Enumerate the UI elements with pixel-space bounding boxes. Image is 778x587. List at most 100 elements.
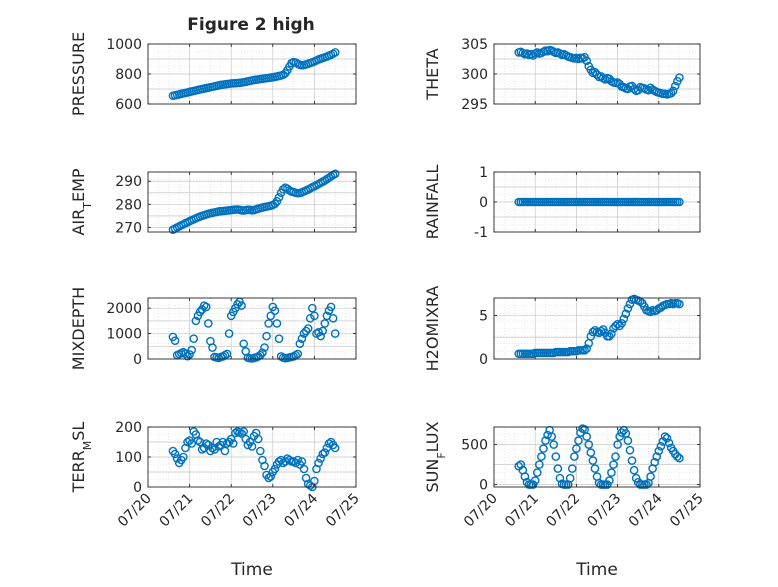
subplot-rainfall: -1 0 1 RAINFALL <box>423 165 701 241</box>
data-point <box>675 299 684 309</box>
y-tick-label: 300 <box>461 67 488 83</box>
x-tick-label: 07/21 <box>502 491 542 531</box>
data-point <box>666 88 676 98</box>
data-point <box>605 476 614 485</box>
y-axis-label: H2OMIXRA <box>423 286 442 372</box>
data-point <box>295 339 305 349</box>
data-point <box>644 85 653 95</box>
data-point <box>670 81 680 91</box>
data-point <box>607 329 616 339</box>
data-point <box>586 448 596 457</box>
data-point <box>675 453 684 463</box>
data-point <box>301 326 311 336</box>
data-point <box>179 452 188 462</box>
data-point <box>226 434 236 444</box>
data-point <box>297 334 307 343</box>
y-tick-label: 0 <box>479 478 488 494</box>
data-point <box>293 455 303 465</box>
axes-box <box>147 297 357 360</box>
data-point <box>201 439 211 448</box>
data-point <box>330 329 340 338</box>
data-point <box>278 185 288 194</box>
data-point <box>187 345 196 355</box>
data-point <box>617 318 627 328</box>
data-point <box>233 300 242 309</box>
data-point <box>607 468 616 477</box>
data-point <box>580 345 589 355</box>
subplot-sun-flux: 0 500 SUNFLUX 07/20 07/21 07/22 07/23 07/24 07/2… <box>423 421 707 580</box>
data-point <box>193 436 203 445</box>
data-point <box>247 442 257 451</box>
data-point <box>303 324 313 333</box>
y-tick-label: 800 <box>115 67 142 83</box>
data-point <box>570 452 579 461</box>
data-point <box>605 332 614 341</box>
data-point <box>293 349 303 359</box>
data-point <box>328 49 338 59</box>
data-point <box>262 331 271 341</box>
data-point <box>627 456 637 465</box>
x-tick-label: 07/24 <box>626 490 666 530</box>
data-point <box>675 73 684 82</box>
data-point <box>297 457 307 466</box>
data-point <box>316 331 325 341</box>
data-point <box>656 441 666 451</box>
y-axis-label: AIRTEMP <box>69 168 94 235</box>
data-point <box>310 311 319 321</box>
data-point <box>270 306 280 316</box>
data-point <box>274 193 284 202</box>
data-point <box>629 465 639 475</box>
data-point <box>316 454 325 463</box>
data-point <box>189 334 199 343</box>
data-point <box>274 334 284 343</box>
data-point <box>260 461 269 471</box>
data-point <box>197 445 207 454</box>
data-point <box>266 311 276 321</box>
data-point <box>625 445 635 455</box>
data-point <box>652 452 662 461</box>
y-tick-label: 5 <box>479 308 488 324</box>
y-tick-label: 290 <box>115 174 142 190</box>
data-point <box>547 432 556 441</box>
data-point <box>170 336 180 346</box>
data-point <box>537 452 546 461</box>
data-point <box>660 432 670 441</box>
data-point <box>270 199 280 209</box>
data-point <box>308 303 317 313</box>
data-point <box>592 70 602 79</box>
data-point <box>330 443 340 453</box>
data-point <box>574 436 583 445</box>
subplot-air-temp: 270 280 290 AIRTEMP <box>69 168 357 236</box>
data-point <box>549 440 559 449</box>
y-tick-label: 1000 <box>106 37 142 53</box>
data-point <box>613 440 622 449</box>
data-point <box>320 448 330 457</box>
data-point <box>204 319 213 328</box>
x-tick-label: 07/24 <box>281 490 321 530</box>
data-point <box>673 452 682 461</box>
y-axis-label: TERRMSL <box>69 422 94 494</box>
y-axis-label: PRESSURE <box>69 32 88 116</box>
data-point <box>318 326 328 336</box>
x-tick-label: 07/20 <box>115 491 155 531</box>
data-point <box>260 343 269 352</box>
data-point <box>520 472 530 481</box>
data-point <box>253 434 263 444</box>
data-point <box>330 48 340 57</box>
data-point <box>239 339 248 349</box>
data-point <box>586 332 596 341</box>
data-point <box>237 301 246 310</box>
data-point <box>183 437 192 447</box>
data-point <box>543 430 552 440</box>
data-point <box>623 436 633 445</box>
data-point <box>299 464 309 474</box>
data-point <box>320 319 330 328</box>
data-point <box>535 460 544 469</box>
data-point <box>541 436 550 445</box>
y-tick-label: 200 <box>115 420 142 436</box>
data-point <box>555 473 565 483</box>
data-point <box>228 439 238 448</box>
data-point <box>195 307 205 317</box>
data-point <box>623 304 633 313</box>
